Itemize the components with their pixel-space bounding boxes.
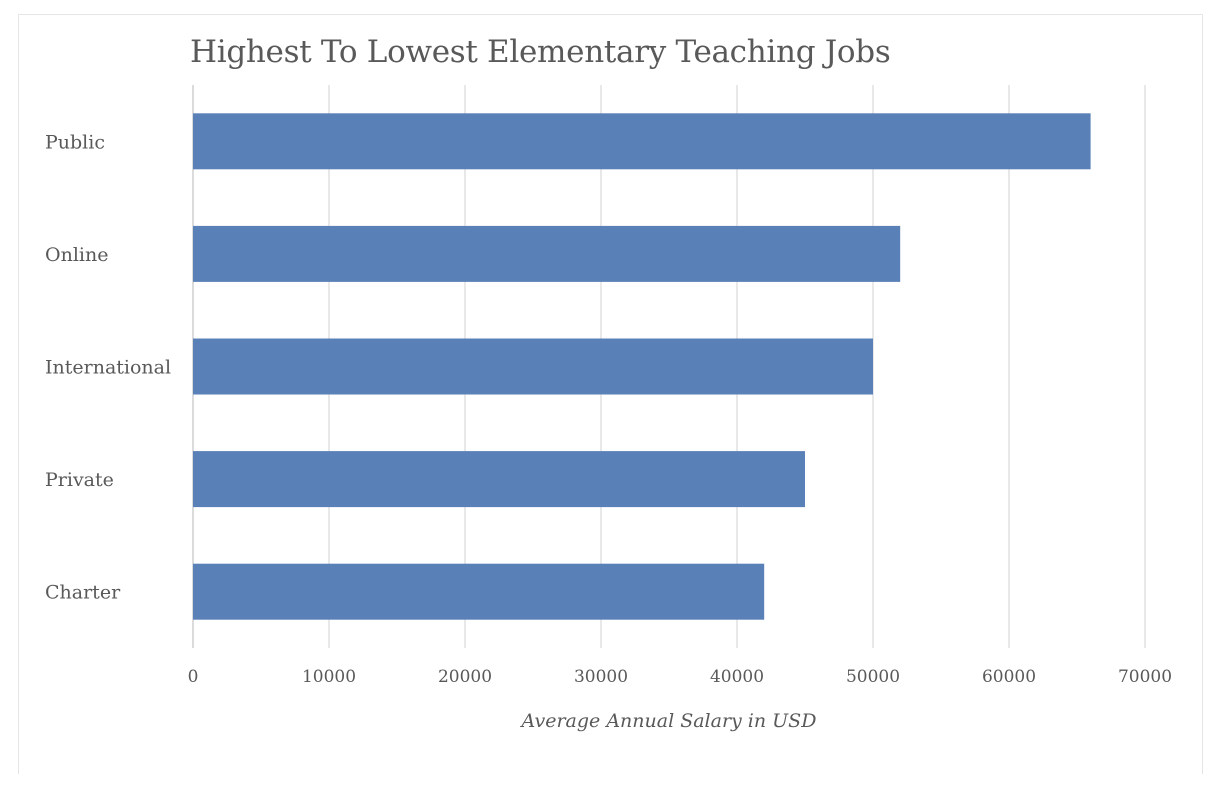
x-tick-label: 10000 [302, 667, 356, 687]
x-tick-label: 0 [188, 667, 199, 687]
category-label: Public [45, 131, 105, 153]
x-tick-label: 70000 [1118, 667, 1172, 687]
bar-international [193, 338, 873, 395]
chart-frame [18, 14, 1203, 774]
x-tick-label: 20000 [438, 667, 492, 687]
chart-title: Highest To Lowest Elementary Teaching Jo… [190, 34, 891, 70]
bar-online [193, 225, 901, 282]
x-tick-label: 50000 [846, 667, 900, 687]
bar-public [193, 113, 1091, 170]
category-label: International [45, 357, 171, 379]
category-label: Private [45, 469, 114, 491]
x-tick-label: 60000 [982, 667, 1036, 687]
x-axis-label: Average Annual Salary in USD [520, 710, 817, 732]
x-tick-label: 40000 [710, 667, 764, 687]
category-label: Charter [45, 582, 121, 604]
category-label: Online [45, 244, 108, 266]
x-tick-label: 30000 [574, 667, 628, 687]
bar-private [193, 451, 805, 508]
bar-charter [193, 563, 765, 620]
